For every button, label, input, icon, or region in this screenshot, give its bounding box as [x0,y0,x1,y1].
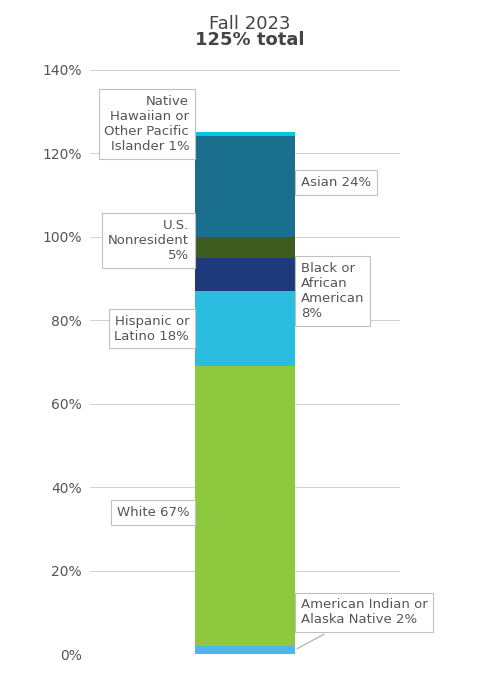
Bar [196,291,294,366]
Text: U.S.
Nonresident
5%: U.S. Nonresident 5% [108,219,192,262]
Text: Hispanic or
Latino 18%: Hispanic or Latino 18% [114,315,192,342]
Text: 125% total: 125% total [195,31,305,49]
Text: Asian 24%: Asian 24% [298,176,371,189]
Text: White 67%: White 67% [116,506,192,519]
Bar [196,258,294,291]
Text: Fall 2023: Fall 2023 [209,15,291,33]
Text: Black or
African
American
8%: Black or African American 8% [297,262,364,320]
Bar [196,136,294,237]
Bar [196,366,294,646]
Text: American Indian or
Alaska Native 2%: American Indian or Alaska Native 2% [297,599,428,649]
Text: Native
Hawaiian or
Other Pacific
Islander 1%: Native Hawaiian or Other Pacific Islande… [104,95,192,153]
Bar [196,237,294,258]
Bar [196,132,294,136]
Bar [196,646,294,654]
